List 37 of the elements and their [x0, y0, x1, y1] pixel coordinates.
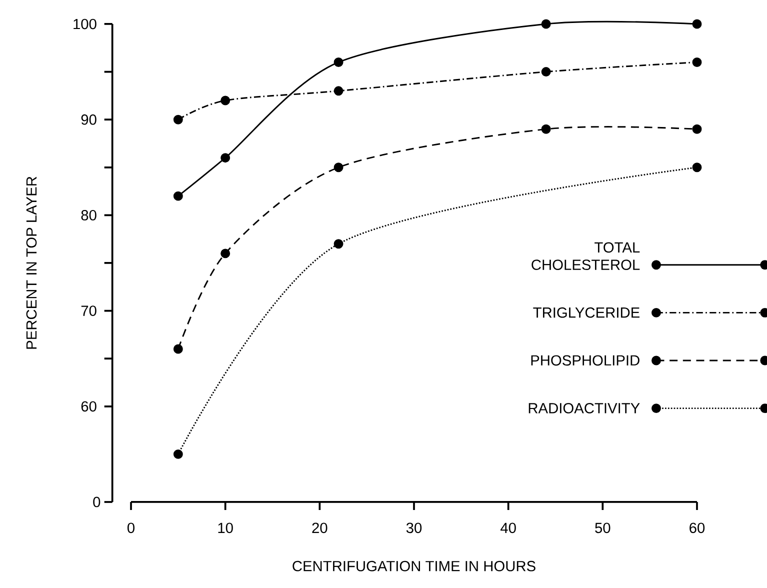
x-tick-label: 50: [595, 522, 610, 534]
x-axis-title: CENTRIFUGATION TIME IN HOURS: [292, 560, 536, 572]
x-tick-label: 60: [690, 522, 705, 534]
point: [692, 57, 702, 67]
point: [541, 19, 551, 29]
point: [220, 153, 230, 163]
legend-label: RADIOACTIVITY: [528, 403, 640, 414]
point: [334, 239, 344, 249]
point: [173, 191, 183, 201]
point: [173, 449, 183, 459]
point: [173, 344, 183, 354]
point: [173, 114, 183, 124]
legend-label: PHOSPHOLIPID: [531, 355, 640, 366]
legend-label: TRIGLYCERIDE: [533, 307, 640, 318]
y-axis-title: PERCENT IN TOP LAYER: [26, 176, 37, 349]
x-tick-label: 40: [500, 522, 516, 534]
x-tick-label: 20: [312, 522, 328, 534]
point: [692, 124, 702, 134]
point: [220, 96, 230, 106]
y-tick-label: 80: [81, 210, 96, 220]
point: [220, 248, 230, 258]
y-tick-label: 100: [74, 18, 96, 30]
x-tick-label: 10: [218, 522, 233, 534]
y-tick-label: 60: [81, 401, 96, 412]
point: [541, 124, 551, 134]
legend-label: TOTAL CHOLESTEROL: [532, 242, 640, 270]
point: [541, 67, 551, 77]
x-tick-label: 0: [127, 522, 134, 534]
x-tick-label: 30: [406, 522, 422, 534]
point: [334, 86, 344, 96]
point: [334, 57, 344, 67]
y-tick-label: 70: [81, 306, 96, 316]
y-tick-label: 90: [81, 114, 96, 125]
point: [692, 162, 702, 172]
point: [334, 162, 344, 172]
text: 0: [93, 496, 100, 508]
point: [692, 19, 702, 29]
